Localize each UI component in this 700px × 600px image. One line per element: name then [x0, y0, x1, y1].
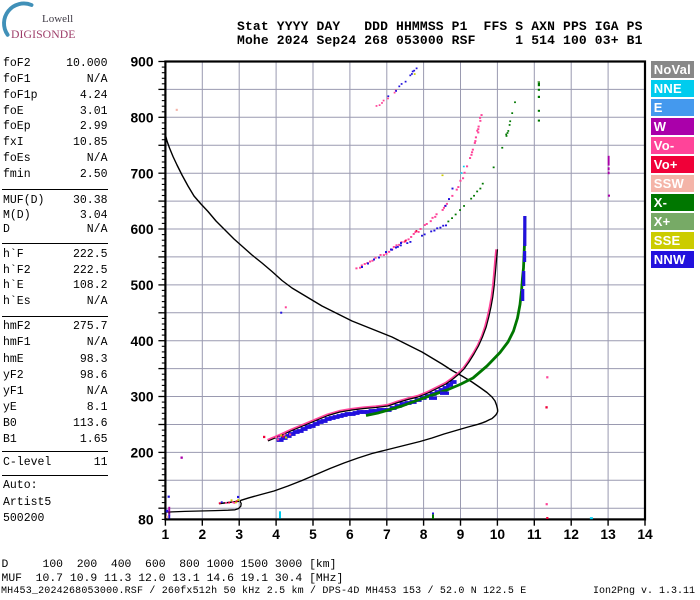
svg-text:9: 9	[457, 527, 465, 542]
svg-text:8: 8	[420, 527, 428, 542]
svg-text:600: 600	[130, 222, 153, 237]
svg-text:400: 400	[130, 334, 153, 349]
svg-text:6: 6	[346, 527, 354, 542]
svg-text:3: 3	[235, 527, 243, 542]
svg-text:700: 700	[130, 166, 153, 181]
svg-text:2: 2	[198, 527, 206, 542]
svg-text:4: 4	[272, 527, 280, 542]
svg-text:80: 80	[138, 513, 154, 528]
svg-text:10: 10	[490, 527, 506, 542]
svg-text:12: 12	[564, 527, 580, 542]
svg-text:7: 7	[383, 527, 391, 542]
svg-text:900: 900	[130, 55, 153, 70]
svg-text:200: 200	[130, 446, 153, 461]
svg-text:300: 300	[130, 390, 153, 405]
svg-text:14: 14	[637, 527, 653, 542]
svg-text:13: 13	[600, 527, 616, 542]
svg-text:500: 500	[130, 278, 153, 293]
svg-text:5: 5	[309, 527, 317, 542]
svg-text:1: 1	[162, 527, 170, 542]
svg-text:800: 800	[130, 111, 153, 126]
svg-text:11: 11	[527, 527, 542, 542]
